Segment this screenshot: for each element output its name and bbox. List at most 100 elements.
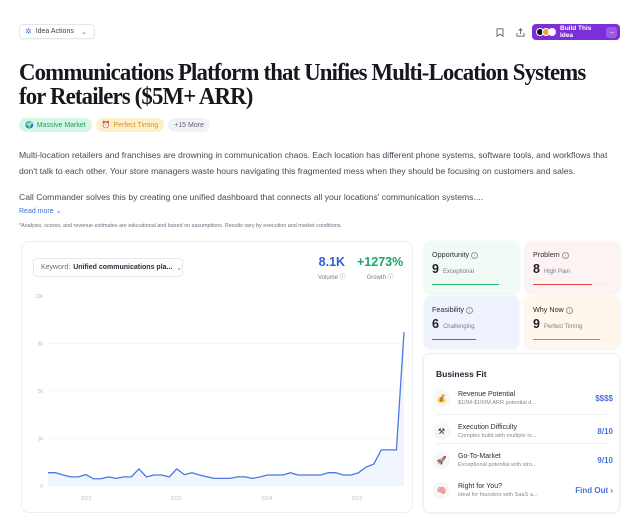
score-bar [432,283,506,285]
score-value: 8 [533,262,540,276]
bookmark-button[interactable] [493,25,507,39]
tag-label: Massive Market [36,121,86,129]
score-label: Perfect Timing [543,324,583,330]
money-bag-icon: 💰 [433,389,450,407]
growth-metric: +1273% Growth ⓘ [357,255,403,281]
divider [436,443,607,444]
fit-row-value: 8/10 [597,426,613,436]
info-icon[interactable]: i [561,251,569,259]
score-bar-fill [533,338,600,340]
score-value: 9 [432,262,439,276]
find-out-button[interactable]: Find Out › [575,485,613,495]
trend-line-chart: 10k 8k 5k 3k 0 2022 2023 2024 2025 [35,294,405,502]
fit-row-value: $$$$ [595,393,613,403]
chevron-down-icon: ⌄ [55,208,62,215]
fit-row-title: Go-To-Market [458,452,501,460]
tag-label: Perfect Timing [113,121,159,129]
share-icon [516,27,524,37]
score-label: High Pain [543,269,570,275]
disclaimer: *Analysis, scores, and revenue estimates… [19,223,343,229]
score-bar-fill [533,283,593,285]
divider [436,414,607,415]
build-label: Build This Idea [560,25,592,39]
share-button[interactable] [513,25,527,39]
fit-row-value: 9/10 [597,455,613,465]
svg-text:5k: 5k [38,389,44,395]
fit-row-title: Execution Difficulty [458,423,518,431]
brain-icon: 🧠 [433,481,450,499]
growth-label: Growth [366,275,386,281]
score-name: Why Now [533,305,564,314]
score-card-feasibility[interactable]: Feasibility i 6 Challenging [424,296,519,348]
svg-text:2022: 2022 [80,496,91,502]
fit-row-go-to-market[interactable]: 🚀 Go-To-Market Exceptional potential with… [433,445,613,475]
score-card-why-now[interactable]: Why Now i 9 Perfect Timing [525,296,620,348]
business-fit-card: Business Fit 💰 Revenue Potential $10M-$10… [423,353,620,513]
trend-chart-card: Keyword: Unified communications pla... ⌄… [21,241,413,513]
score-card-opportunity[interactable]: Opportunity i 9 Exceptional [424,241,519,293]
info-icon[interactable]: ⓘ [339,275,346,281]
keyword-label: Keyword: [41,264,71,271]
fit-row-subtitle: Ideal for founders with SaaS a... [458,491,538,498]
info-icon[interactable]: ⓘ [387,275,394,281]
svg-text:0: 0 [40,484,43,490]
svg-text:10k: 10k [35,294,44,300]
volume-metric: 8.1K Volume ⓘ [318,255,346,281]
score-label: Challenging [442,324,475,330]
svg-text:8k: 8k [38,342,44,348]
svg-text:2024: 2024 [261,496,272,502]
idea-actions-dropdown[interactable]: ✲ Idea Actions ⌄ [19,24,95,39]
score-card-problem[interactable]: Problem i 8 High Pain [525,241,620,293]
hammer-wrench-icon: ⚒ [433,422,450,440]
info-icon[interactable]: i [471,251,479,259]
fit-row-title: Revenue Potential [458,390,516,398]
fit-row-subtitle: $10M-$100M ARR potential d... [458,399,537,406]
page-title: Communications Platform that Unifies Mul… [19,59,586,110]
score-value: 6 [432,317,439,331]
growth-value: +1273% [357,255,404,269]
svg-text:2025: 2025 [351,496,362,502]
fit-row-revenue-potential[interactable]: 💰 Revenue Potential $10M-$100M ARR potent… [433,383,613,413]
tag-perfect-timing[interactable]: ⏰ Perfect Timing [95,118,165,132]
business-fit-title: Business Fit [436,369,487,379]
tag-massive-market[interactable]: 🌍 Massive Market [19,118,92,132]
svg-text:2023: 2023 [170,496,181,502]
info-icon[interactable]: i [465,306,473,314]
alarm-clock-icon: ⏰ [101,122,111,129]
fit-row-right-for-you[interactable]: 🧠 Right for You? Ideal for founders with … [433,475,613,505]
score-bar [432,338,506,340]
description-paragraph-1: Multi-location retailers and franchises … [19,150,608,176]
sparkle-icon: ✲ [25,27,32,36]
score-name: Problem [533,250,560,259]
idea-actions-label: Idea Actions [35,28,74,35]
tag-more[interactable]: +15 More [168,118,210,132]
tag-list: 🌍 Massive Market ⏰ Perfect Timing +15 Mo… [19,118,210,132]
score-name: Opportunity [432,250,470,259]
logo-icon [548,28,556,36]
description-paragraph-2: Call Commander solves this by creating o… [19,192,484,202]
chevron-down-icon: ⌄ [80,28,87,36]
score-bar-fill [432,338,477,340]
read-more-label: Read more [19,208,54,215]
volume-value: 8.1K [318,255,346,269]
volume-label: Volume [318,275,339,281]
score-bar [533,338,607,340]
read-more-link[interactable]: Read more ⌄ [19,207,61,215]
bookmark-icon [496,27,504,37]
tag-label: +15 More [174,121,204,129]
fit-row-execution-difficulty[interactable]: ⚒ Execution Difficulty Complex build with… [433,416,613,446]
fit-row-subtitle: Complex build with multiple in... [458,432,537,439]
chevron-down-icon: ⌄ [176,264,183,272]
top-bar: ✲ Idea Actions ⌄ Build This Idea → [19,24,620,40]
build-this-idea-button[interactable]: Build This Idea → [532,24,620,40]
fit-row-title: Right for You? [458,482,502,490]
score-name: Feasibility [432,305,464,314]
globe-icon: 🌍 [25,122,34,129]
score-bar [533,283,607,285]
score-bar-fill [432,283,499,285]
score-label: Exceptional [442,269,474,275]
keyword-value: Unified communications pla... [73,264,173,271]
ai-tool-logos [536,28,556,36]
keyword-dropdown[interactable]: Keyword: Unified communications pla... ⌄ [33,258,183,277]
info-icon[interactable]: i [565,306,573,314]
